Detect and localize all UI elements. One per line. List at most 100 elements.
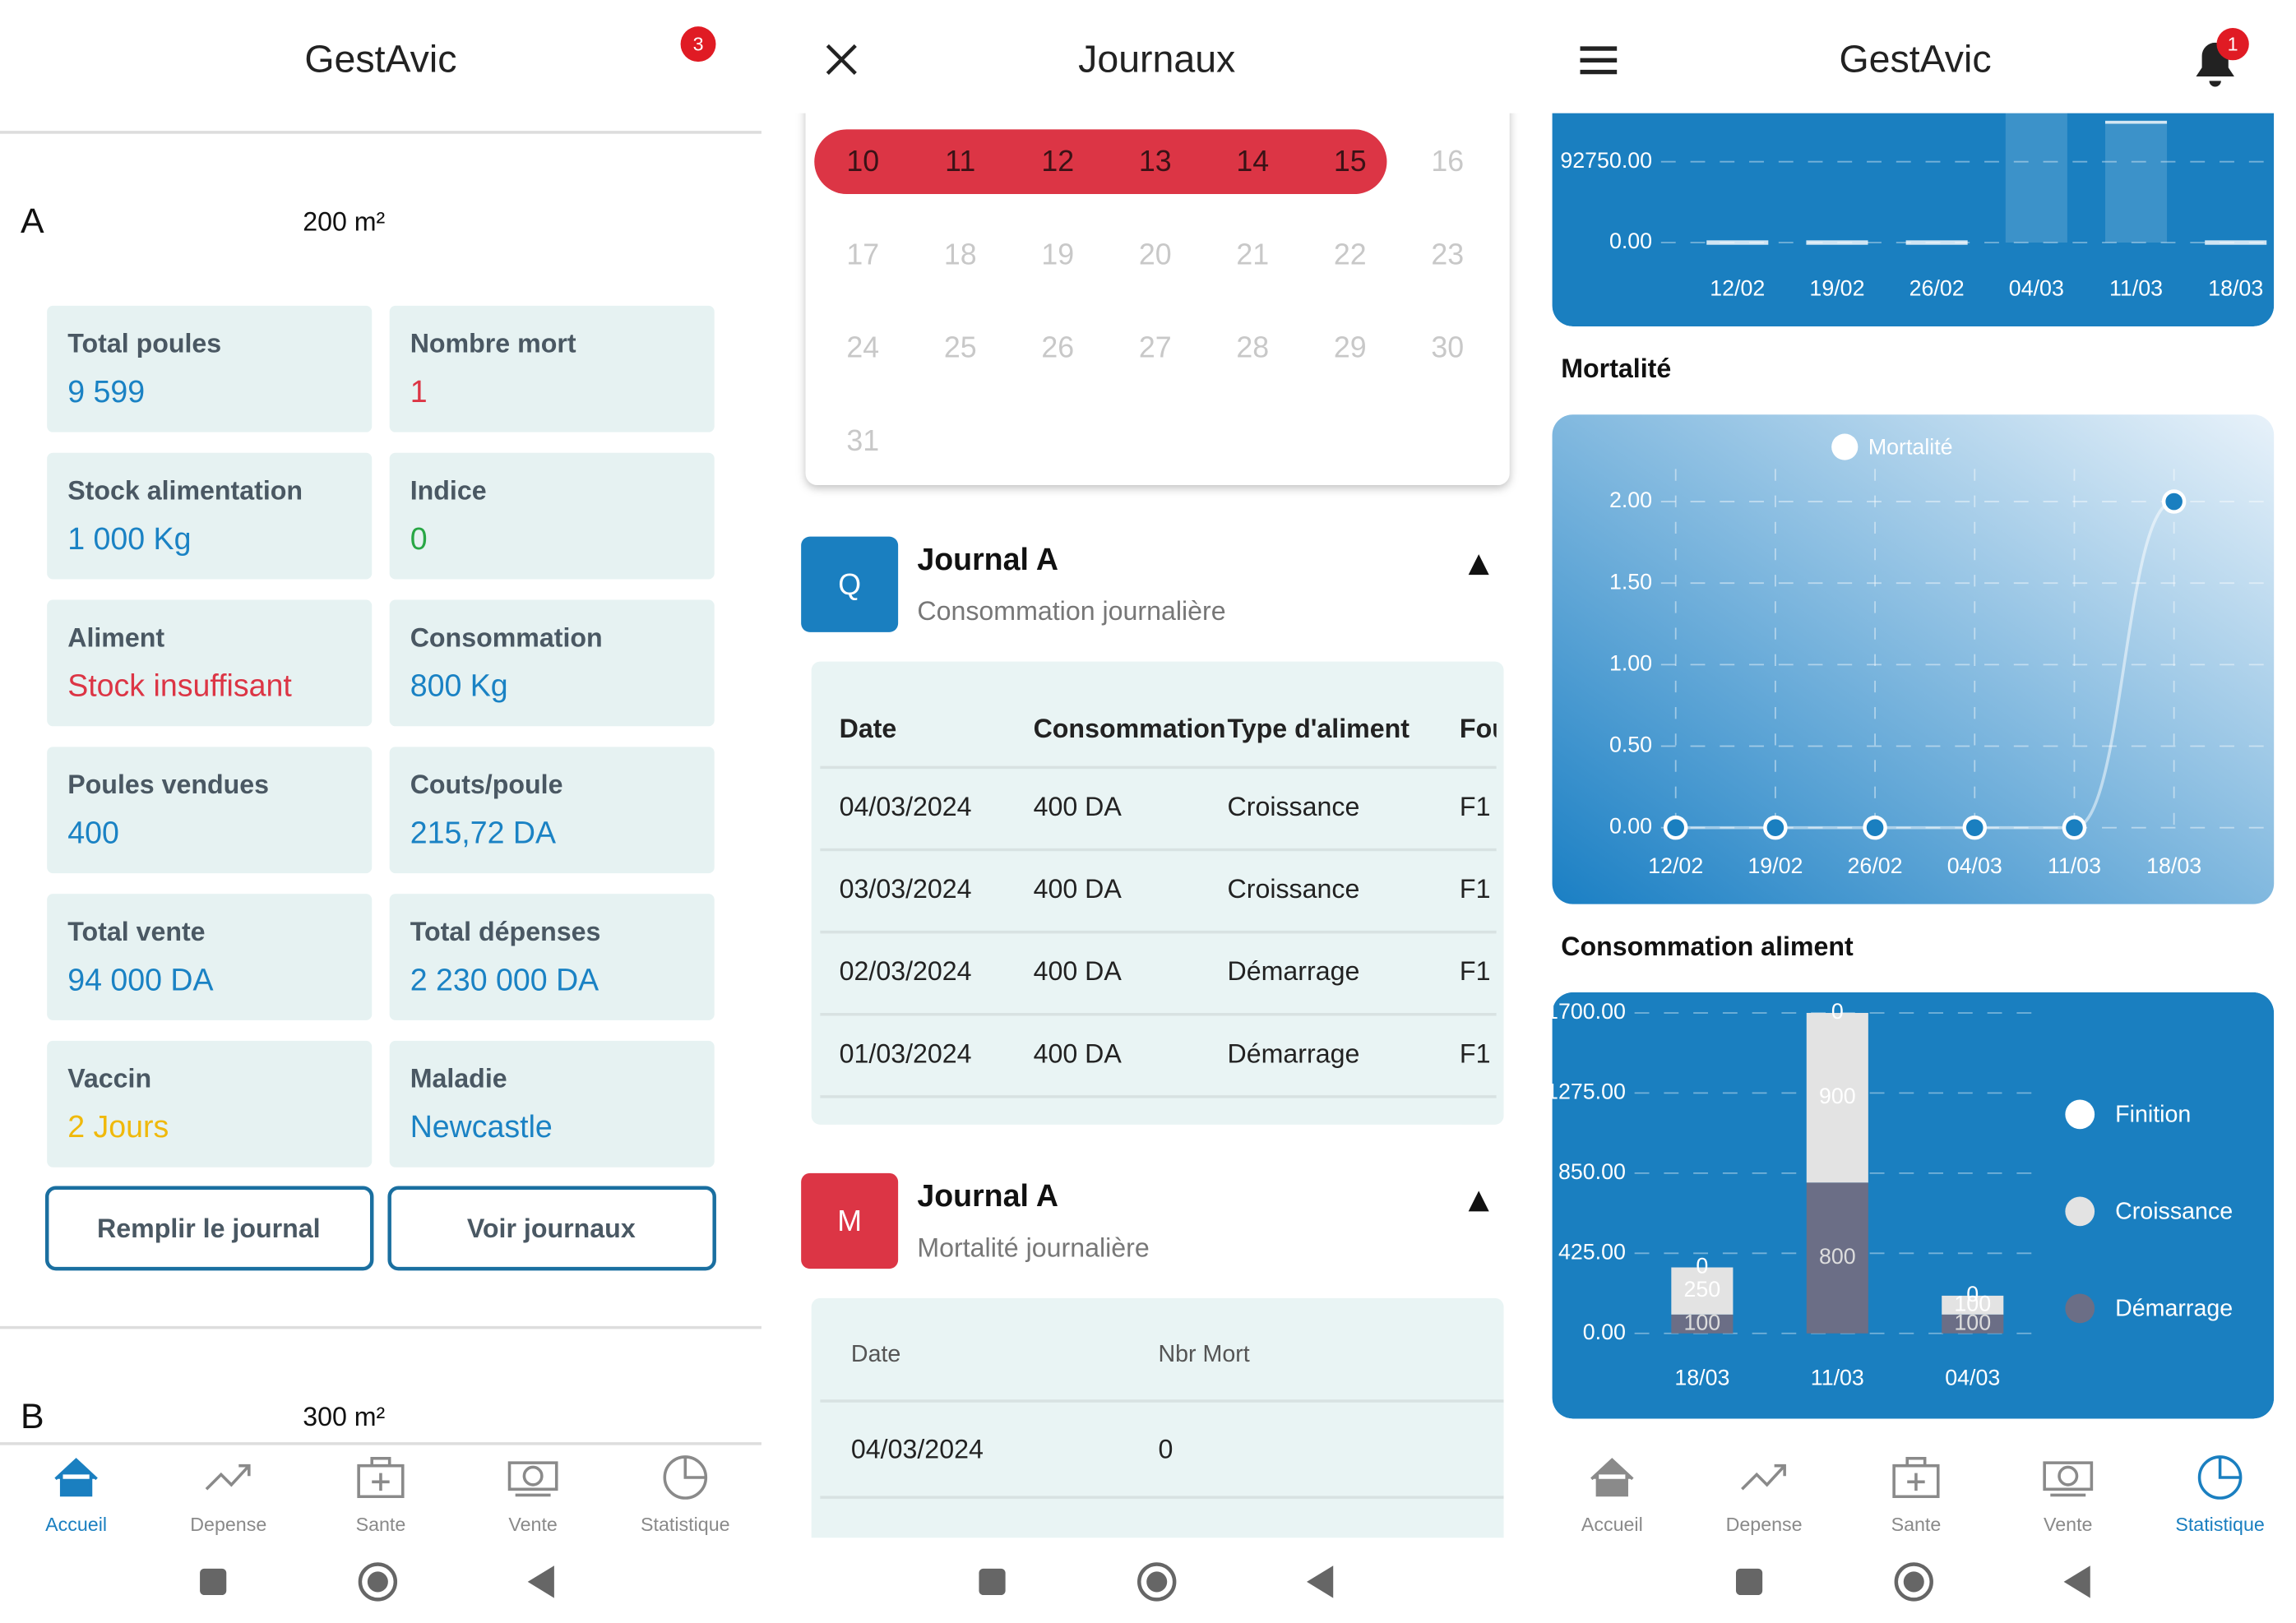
table-cell: F1: [1460, 1038, 1491, 1068]
nav-item[interactable]: Statistique: [2175, 1455, 2265, 1535]
journal-subtitle: Mortalité journalière: [917, 1232, 1149, 1262]
x-tick-label: 18/03: [2208, 275, 2263, 300]
system-recents-button[interactable]: [979, 1568, 1006, 1596]
button[interactable]: [387, 1186, 716, 1271]
app-title: GestAvic: [304, 37, 456, 80]
system-back-button[interactable]: [1307, 1565, 1334, 1598]
button[interactable]: [44, 1186, 374, 1271]
x-tick-label: 11/03: [1811, 1365, 1864, 1389]
legend-label: Mortalité: [1868, 434, 1953, 459]
calendar-day[interactable]: 22: [1334, 238, 1367, 270]
y-tick-label: 1.50: [1609, 569, 1652, 594]
bottom-nav: Accueil Depense Sante Vente Statistique: [1581, 1455, 2265, 1536]
calendar-day[interactable]: 29: [1334, 331, 1367, 364]
legend-marker: [2065, 1196, 2095, 1227]
calendar-day[interactable]: 20: [1139, 238, 1172, 270]
x-tick-label: 11/03: [2109, 275, 2163, 300]
nav-item[interactable]: Depense: [1726, 1463, 1803, 1535]
table-cell: 03/03/2024: [840, 874, 972, 904]
calendar-day[interactable]: 10: [846, 145, 879, 178]
collapse-toggle[interactable]: [1468, 1191, 1489, 1212]
badge-count: 1: [2228, 34, 2238, 55]
calendar-day[interactable]: 19: [1041, 238, 1074, 270]
system-recents-button[interactable]: [200, 1568, 227, 1596]
data-label: 0: [1696, 1254, 1708, 1279]
stat-card: [47, 452, 373, 580]
nav-item[interactable]: Sante: [1891, 1456, 1942, 1535]
stat-card: [389, 894, 715, 1020]
chart-title: Consommation aliment: [1561, 932, 1854, 961]
y-tick-label: 0.00: [1583, 1320, 1626, 1344]
table-cell: 04/03/2024: [851, 1434, 984, 1463]
journal-icon: [801, 1172, 899, 1269]
x-tick-label: 26/02: [1848, 853, 1903, 878]
calendar-day[interactable]: 25: [944, 331, 977, 364]
x-tick-label: 18/03: [2146, 853, 2201, 878]
calendar-day[interactable]: 21: [1236, 238, 1269, 270]
table-cell: F1: [1460, 792, 1491, 821]
system-home-button[interactable]: [1137, 1562, 1177, 1602]
x-tick-label: 26/02: [1909, 275, 1965, 300]
card-value: 400: [67, 816, 119, 850]
nav-icon: [357, 1456, 405, 1499]
column-header: Consommation: [1034, 714, 1226, 743]
calendar-day[interactable]: 23: [1431, 238, 1464, 270]
bar-segment: [1942, 1314, 2004, 1334]
calendar-day[interactable]: 14: [1236, 145, 1269, 178]
y-tick-label: 1275.00: [1546, 1079, 1626, 1103]
system-back-button[interactable]: [2063, 1565, 2090, 1598]
system-back-button[interactable]: [527, 1565, 554, 1598]
calendar-day[interactable]: 11: [945, 145, 975, 178]
nav-item[interactable]: Sante: [356, 1456, 406, 1535]
calendar-day[interactable]: 15: [1334, 145, 1367, 178]
chart: 0.00 92750.00 12/02 19/02 26/02 04/03 11/03 18/…: [1552, 58, 2275, 326]
stat-card: [389, 747, 715, 874]
calendar-day[interactable]: 27: [1139, 331, 1172, 364]
bar-segment: [1806, 1182, 1868, 1334]
section-area: 200 m²: [303, 206, 385, 236]
calendar-day[interactable]: 13: [1139, 145, 1172, 178]
card-value: 9 599: [67, 374, 145, 409]
calendar-day[interactable]: 24: [846, 331, 879, 364]
nav-label: Vente: [508, 1514, 557, 1535]
x-tick-label: 19/02: [1747, 853, 1803, 878]
bar: [1806, 240, 1868, 245]
nav-item[interactable]: Accueil: [1581, 1458, 1643, 1536]
nav-icon: [1590, 1458, 1634, 1497]
system-home-button[interactable]: [358, 1562, 398, 1602]
bar: [1905, 240, 1968, 245]
calendar-day[interactable]: 16: [1431, 145, 1464, 178]
journal-icon-letter: M: [837, 1205, 862, 1237]
card-value: 2 Jours: [67, 1109, 169, 1144]
calendar-day[interactable]: 18: [944, 238, 977, 270]
nav-item[interactable]: Vente: [507, 1461, 558, 1535]
system-home-dot: [1146, 1571, 1168, 1593]
calendar-day[interactable]: 17: [846, 238, 879, 270]
nav-item[interactable]: Depense: [190, 1463, 266, 1535]
collapse-toggle[interactable]: [1468, 554, 1489, 576]
system-home-button[interactable]: [1894, 1562, 1933, 1602]
card-value: 2 230 000 DA: [410, 962, 599, 996]
card-value: 1 000 Kg: [67, 521, 191, 556]
selected-range: [814, 129, 1387, 195]
table-cell: 400 DA: [1034, 1038, 1123, 1068]
nav-item[interactable]: Vente: [2043, 1461, 2094, 1535]
card-label: Stock alimentation: [67, 475, 303, 505]
calendar-day[interactable]: 28: [1236, 331, 1269, 364]
calendar-day[interactable]: 26: [1041, 331, 1074, 364]
bar: [2205, 240, 2267, 245]
menu-button[interactable]: [1580, 46, 1618, 75]
calendar-day[interactable]: 31: [846, 424, 879, 457]
system-recents-button[interactable]: [1735, 1568, 1763, 1596]
calendar-day[interactable]: 30: [1431, 331, 1464, 364]
data-point: [2161, 489, 2187, 514]
x-tick-label: 19/02: [1809, 275, 1864, 300]
close-button[interactable]: [826, 44, 857, 75]
chart: 0.00425.00850.001275.001700.00100250018/…: [1546, 992, 2275, 1419]
calendar-day[interactable]: 12: [1041, 145, 1074, 178]
nav-item[interactable]: Accueil: [45, 1458, 107, 1536]
nav-label: Statistique: [2175, 1514, 2264, 1535]
stat-card: [389, 305, 715, 432]
nav-item[interactable]: Statistique: [641, 1455, 730, 1535]
